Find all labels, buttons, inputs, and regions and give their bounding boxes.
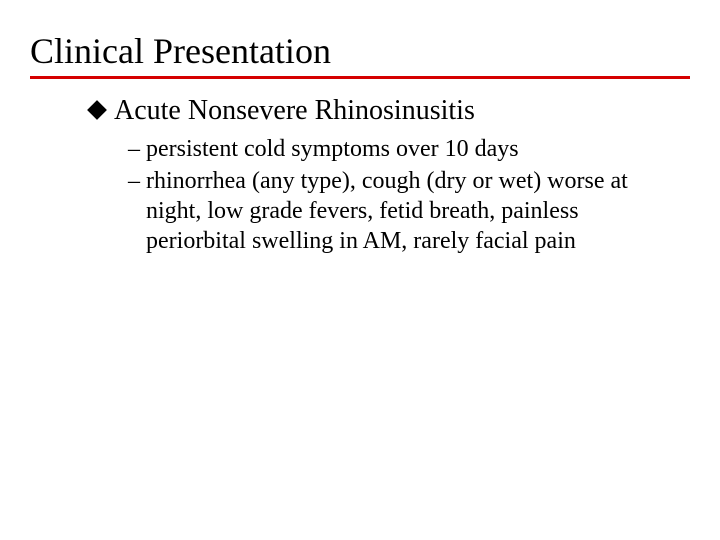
dash-icon: – [128,134,146,164]
slide-title: Clinical Presentation [30,30,690,72]
sub-bullet-list: – persistent cold symptoms over 10 days … [128,134,690,256]
sub-bullet-text: rhinorrhea (any type), cough (dry or wet… [146,166,690,256]
slide: Clinical Presentation Acute Nonsevere Rh… [0,0,720,540]
bullet-level-1: Acute Nonsevere Rhinosinusitis [90,93,690,128]
title-underline [30,76,690,79]
diamond-bullet-icon [87,100,107,120]
bullet-level-1-text: Acute Nonsevere Rhinosinusitis [114,93,475,128]
sub-bullet-item: – rhinorrhea (any type), cough (dry or w… [128,166,690,256]
sub-bullet-item: – persistent cold symptoms over 10 days [128,134,690,164]
dash-icon: – [128,166,146,196]
sub-bullet-text: persistent cold symptoms over 10 days [146,134,690,164]
